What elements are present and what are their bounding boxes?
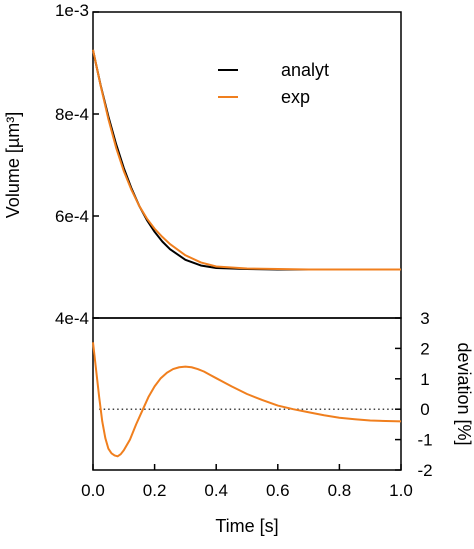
top-y-tick-label: 1e-3 bbox=[55, 1, 89, 20]
bottom-y-tick-label: 2 bbox=[420, 339, 429, 358]
x-tick-label: 0.4 bbox=[204, 481, 228, 500]
legend-label-analyt: analyt bbox=[281, 60, 329, 80]
deviation-line bbox=[92, 342, 402, 458]
top-plot-frame bbox=[92, 11, 402, 319]
x-tick-label: 0.2 bbox=[143, 481, 167, 500]
series-line-analyt bbox=[92, 50, 401, 271]
y-axis-label-deviation: deviation [%] bbox=[454, 342, 474, 445]
x-tick-label: 1.0 bbox=[389, 481, 413, 500]
bottom-plot-frame bbox=[92, 317, 402, 471]
x-axis-label: Time [s] bbox=[215, 516, 278, 536]
bottom-y-tick-label: 3 bbox=[420, 309, 429, 328]
y-axis-label-volume: Volume [µm³] bbox=[3, 112, 23, 218]
x-tick-label: 0.8 bbox=[328, 481, 352, 500]
bottom-y-tick-label: 0 bbox=[420, 400, 429, 419]
x-tick-label: 0.6 bbox=[266, 481, 290, 500]
bottom-y-tick-label: -2 bbox=[417, 461, 432, 480]
x-tick-label: 0.0 bbox=[81, 481, 105, 500]
bottom-y-tick-label: -1 bbox=[417, 431, 432, 450]
top-y-tick-label: 6e-4 bbox=[55, 207, 89, 226]
legend-label-exp: exp bbox=[281, 87, 310, 107]
top-y-tick-label: 4e-4 bbox=[55, 309, 89, 328]
top-y-tick-label: 8e-4 bbox=[55, 105, 89, 124]
series-line-exp bbox=[92, 49, 401, 271]
bottom-y-tick-label: 1 bbox=[420, 370, 429, 389]
